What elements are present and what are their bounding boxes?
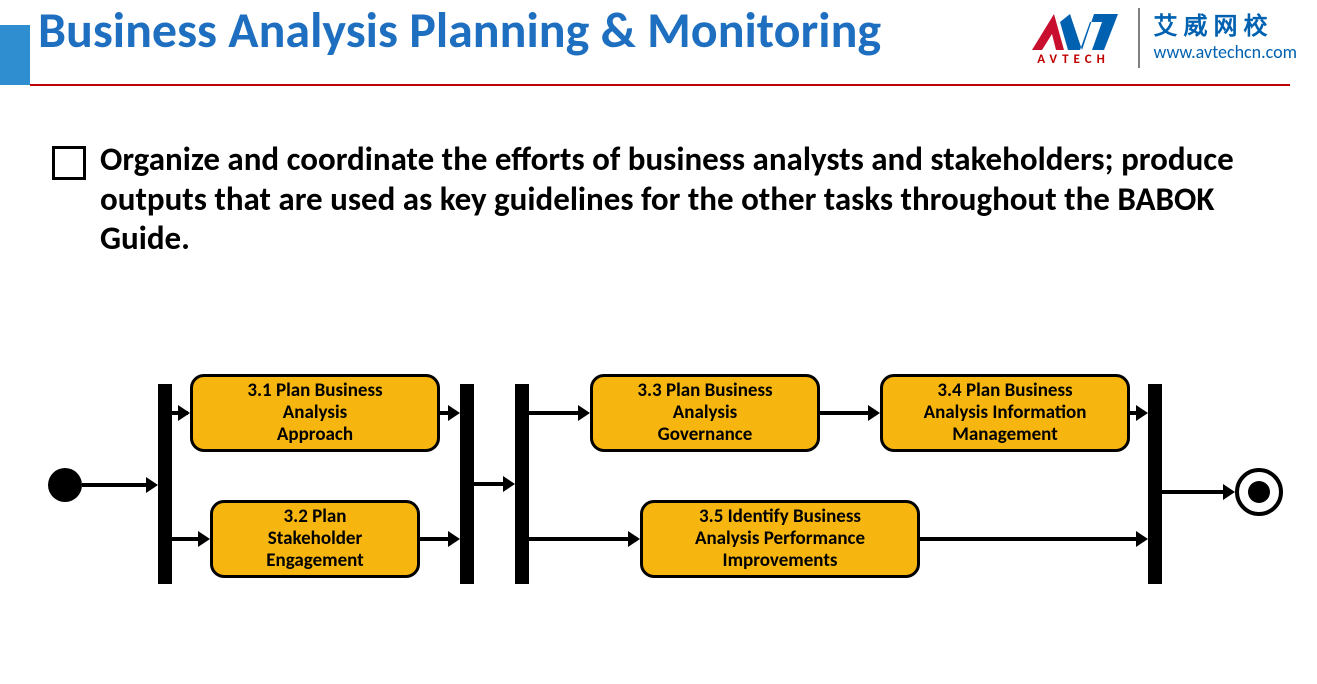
diagram-edge-8-arrow (868, 405, 880, 421)
diagram-edge-2-arrow (198, 531, 210, 547)
diagram-edge-3-arrow (448, 405, 460, 421)
logo-divider (1138, 8, 1140, 68)
activity-diagram: 3.1 Plan BusinessAnalysisApproach 3.2 Pla… (40, 360, 1280, 620)
brand-url-text: www.avtechcn.com (1154, 43, 1297, 61)
diagram-node-n33: 3.3 Plan BusinessAnalysisGovernance (590, 374, 820, 452)
diagram-edge-11-h (1162, 490, 1225, 494)
diagram-node-n31: 3.1 Plan BusinessAnalysisApproach (190, 374, 440, 452)
diagram-edge-10-arrow (1136, 531, 1148, 547)
diagram-edge-1-stub (172, 411, 188, 415)
page-title: Business Analysis Planning & Monitoring (38, 0, 881, 61)
diagram-edge-5-h (474, 482, 505, 486)
diagram-edge-0-h (82, 483, 148, 487)
bullet-checkbox-icon (52, 146, 86, 180)
diagram-bar-join2 (1148, 384, 1162, 584)
diagram-final-node-inner (1248, 481, 1270, 503)
diagram-edge-8-h (820, 411, 870, 415)
diagram-start-node (48, 468, 82, 502)
brand-block: AVTECH 艾威网校 www.avtechcn.com (1024, 8, 1297, 68)
diagram-bar-join1 (460, 384, 474, 584)
diagram-edge-11-arrow (1223, 484, 1235, 500)
title-rule (30, 84, 1290, 86)
diagram-edge-2-stub (172, 537, 188, 541)
diagram-node-n32: 3.2 PlanStakeholderEngagement (210, 500, 420, 578)
diagram-edge-5-arrow (503, 476, 515, 492)
avtech-mark-icon (1024, 10, 1124, 54)
diagram-edge-7-arrow (628, 531, 640, 547)
diagram-edge-4-arrow (448, 531, 460, 547)
body-paragraph: Organize and coordinate the efforts of b… (100, 140, 1260, 259)
diagram-node-n34: 3.4 Plan BusinessAnalysis InformationMan… (880, 374, 1130, 452)
diagram-edge-0-arrow (146, 477, 158, 493)
diagram-edge-4-h (420, 537, 450, 541)
avtech-brand-text: AVTECH (1037, 52, 1110, 67)
diagram-bar-fork1 (158, 384, 172, 584)
slide: Business Analysis Planning & Monitoring … (0, 0, 1317, 684)
diagram-edge-6-stub (529, 411, 545, 415)
diagram-bar-fork2 (515, 384, 529, 584)
brand-text-block: 艾威网校 www.avtechcn.com (1154, 15, 1297, 61)
diagram-node-n35: 3.5 Identify BusinessAnalysis Performanc… (640, 500, 920, 578)
diagram-edge-9-arrow (1136, 405, 1148, 421)
avtech-logo: AVTECH (1024, 10, 1124, 67)
title-tab (0, 25, 30, 85)
diagram-edge-7-stub (529, 537, 545, 541)
diagram-edge-6-arrow (578, 405, 590, 421)
diagram-edge-10-h (920, 537, 1138, 541)
brand-cn-text: 艾威网校 (1154, 15, 1297, 39)
